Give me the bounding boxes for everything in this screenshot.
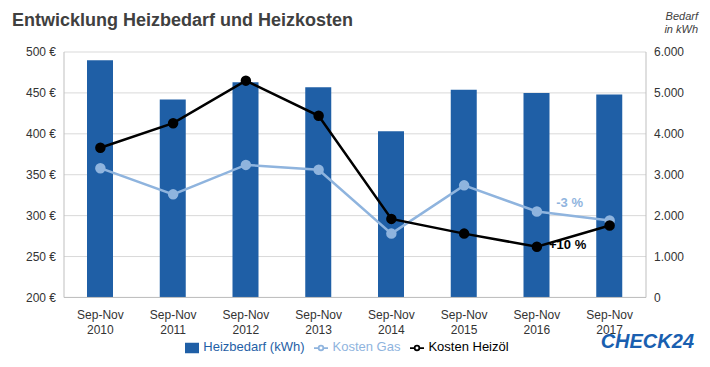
svg-text:Sep-Nov2012: Sep-Nov2012 xyxy=(223,308,270,337)
svg-text:Sep-Nov2016: Sep-Nov2016 xyxy=(514,308,561,337)
svg-text:400 €: 400 € xyxy=(26,127,56,141)
svg-text:3.000: 3.000 xyxy=(654,168,684,182)
svg-text:5.000: 5.000 xyxy=(654,86,684,100)
svg-text:250 €: 250 € xyxy=(26,250,56,264)
svg-text:200 €: 200 € xyxy=(26,291,56,305)
html-text:in kWh: in kWh xyxy=(664,23,698,35)
html-text:Kosten Gas: Kosten Gas xyxy=(332,339,401,355)
svg-text:450 €: 450 € xyxy=(26,86,56,100)
svg-text:0: 0 xyxy=(654,291,661,305)
svg-text:Sep-Nov2017: Sep-Nov2017 xyxy=(586,308,633,337)
svg-text:6.000: 6.000 xyxy=(654,45,684,59)
html-text:Bedarf: Bedarf xyxy=(665,10,698,22)
svg-text:Sep-Nov2011: Sep-Nov2011 xyxy=(150,308,197,337)
svg-text:+10 %: +10 % xyxy=(549,237,587,252)
svg-text:2.000: 2.000 xyxy=(654,209,684,223)
svg-text:1.000: 1.000 xyxy=(654,250,684,264)
svg-text:-3 %: -3 % xyxy=(556,195,583,210)
svg-text:Sep-Nov2014: Sep-Nov2014 xyxy=(368,308,415,337)
svg-text:4.000: 4.000 xyxy=(654,127,684,141)
html-text:Heizbedarf (kWh): Heizbedarf (kWh) xyxy=(203,339,305,355)
svg-text:Sep-Nov2015: Sep-Nov2015 xyxy=(441,308,488,337)
html-text:Kosten Heizöl: Kosten Heizöl xyxy=(428,339,509,355)
svg-text:Sep-Nov2010: Sep-Nov2010 xyxy=(77,308,124,337)
svg-text:Sep-Nov2013: Sep-Nov2013 xyxy=(295,308,342,337)
html-text:Entwicklung Heizbedarf und Hei: Entwicklung Heizbedarf und Heizkosten xyxy=(12,10,353,30)
svg-text:350 €: 350 € xyxy=(26,168,56,182)
html-text:CHECK24: CHECK24 xyxy=(600,330,694,352)
svg-text:500 €: 500 € xyxy=(26,45,56,59)
svg-text:300 €: 300 € xyxy=(26,209,56,223)
